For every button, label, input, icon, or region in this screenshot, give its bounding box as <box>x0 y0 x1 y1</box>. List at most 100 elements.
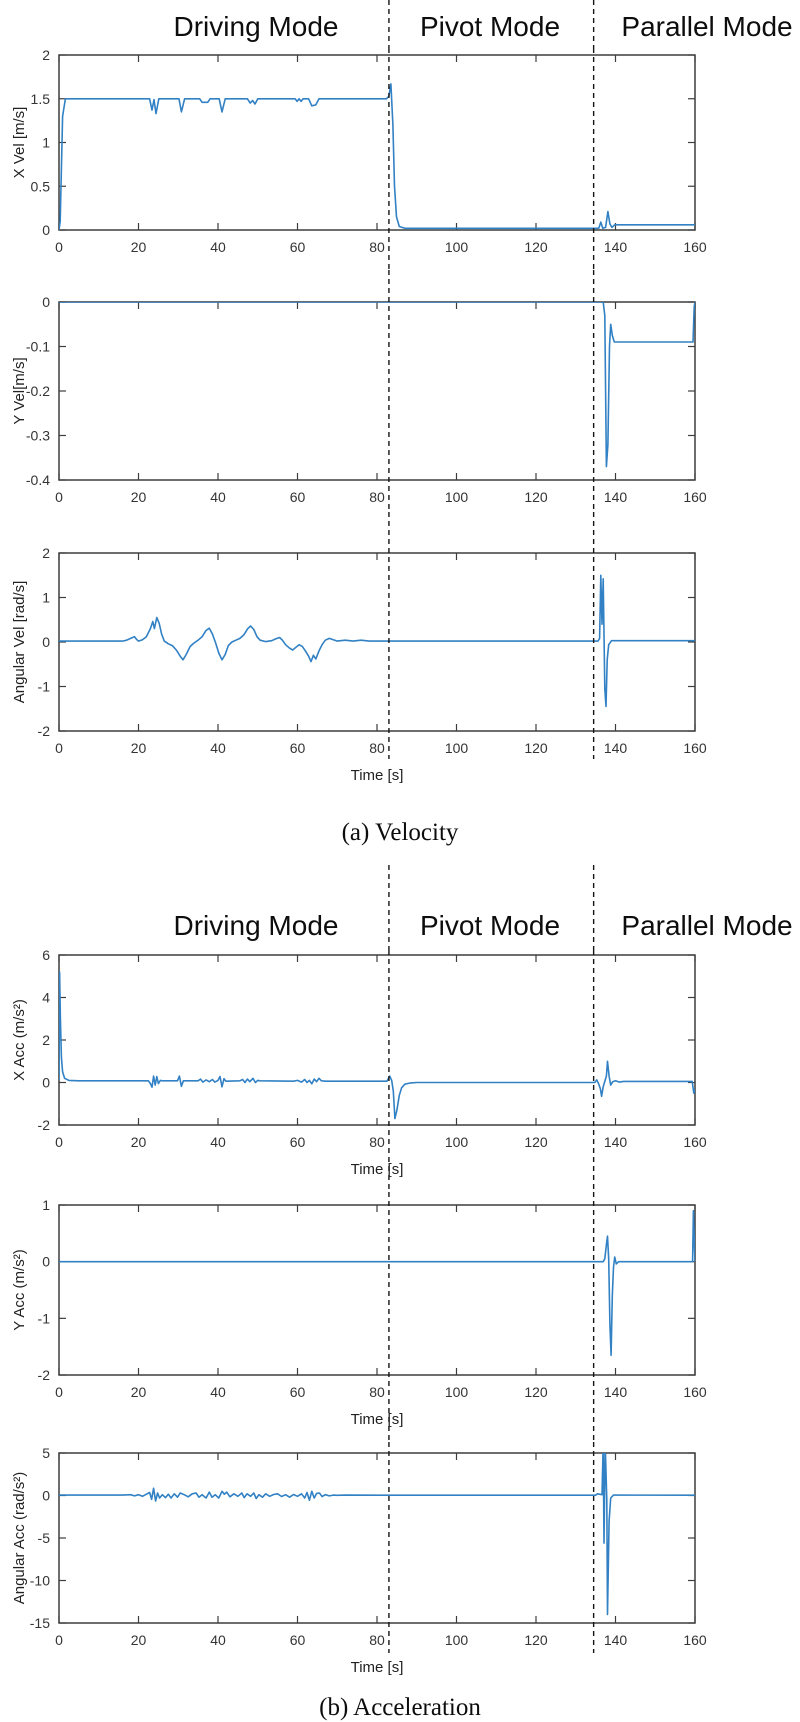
y-tick-label: 1 <box>42 590 50 606</box>
x-tick-label: 0 <box>55 1384 63 1400</box>
x-tick-label: 140 <box>604 1632 628 1648</box>
x-tick-label: 40 <box>210 239 226 255</box>
x-tick-label: 140 <box>604 489 628 505</box>
x-tick-label: 80 <box>369 740 385 756</box>
x-axis-label: Time [s] <box>351 1161 404 1178</box>
y-tick-label: 2 <box>42 1032 50 1048</box>
panel-x-vel: 0 20 40 60 80 100 120 140 160 0 0.5 1 1.5 2 X Vel [m/s… <box>0 48 800 270</box>
x-vel-chart: 0 20 40 60 80 100 120 140 160 0 0.5 1 1.5 2 X Vel [m/s… <box>11 48 707 270</box>
x-tick-label: 100 <box>445 1632 469 1648</box>
y-tick-label: 5 <box>42 1445 50 1461</box>
x-tick-label: 140 <box>604 1384 628 1400</box>
y-tick-label: -2 <box>38 1367 51 1383</box>
x-tick-label: 120 <box>524 239 548 255</box>
y-tick-label: -2 <box>38 1117 51 1133</box>
mode-label-parallel-mode: Parallel Mode <box>621 910 792 941</box>
x-tick-label: 60 <box>290 489 306 505</box>
series-y-velocity <box>59 302 695 468</box>
x-tick-label: 40 <box>210 489 226 505</box>
y-tick-label: 4 <box>42 990 50 1006</box>
figure-b-acceleration: Driving Mode Pivot Mode Parallel Mode 0 20 4… <box>0 865 800 1722</box>
x-tick-label: 0 <box>55 740 63 756</box>
x-tick-label: 160 <box>683 1384 707 1400</box>
x-tick-label: 60 <box>290 740 306 756</box>
y-tick-label: 1 <box>42 1197 50 1213</box>
mode-header-chart-a: Driving Mode Pivot Mode Parallel Mode <box>174 0 793 48</box>
x-axis-label: Time [s] <box>351 767 404 784</box>
y-tick-label: 1 <box>42 135 50 151</box>
x-tick-label: 40 <box>210 1632 226 1648</box>
x-tick-label: 40 <box>210 740 226 756</box>
mode-header-velocity: Driving Mode Pivot Mode Parallel Mode <box>0 0 800 48</box>
series-angular-acceleration <box>59 1453 695 1616</box>
x-tick-label: 80 <box>369 1632 385 1648</box>
x-tick-label: 20 <box>131 239 147 255</box>
panel-angular-acc: 0 20 40 60 80 100 120 140 160 -15 -10 -5 0 5 Angular A… <box>0 1442 800 1692</box>
y-tick-label: 0 <box>42 1254 50 1270</box>
x-tick-label: 60 <box>290 239 306 255</box>
caption-acceleration: (b) Acceleration <box>319 1694 481 1721</box>
y-tick-label: 6 <box>42 950 50 963</box>
x-tick-label: 0 <box>55 489 63 505</box>
y-tick-label: 2 <box>42 545 50 561</box>
plot-box <box>58 301 696 481</box>
y-tick-label: -1 <box>38 679 51 695</box>
y-tick-label: 0 <box>42 294 50 310</box>
x-tick-label: 100 <box>445 239 469 255</box>
x-tick-label: 80 <box>369 1134 385 1150</box>
x-tick-label: 160 <box>683 239 707 255</box>
x-tick-label: 60 <box>290 1632 306 1648</box>
angular-vel-chart: 0 20 40 60 80 100 120 140 160 -2 -1 0 1 2 Angular Vel … <box>11 512 707 784</box>
angular-acc-chart: 0 20 40 60 80 100 120 140 160 -15 -10 -5 0 5 Angular A… <box>11 1442 707 1676</box>
x-tick-label: 100 <box>445 740 469 756</box>
y-acc-chart: 0 20 40 60 80 100 120 140 160 -2 -1 0 1 Y Acc (m/s²) T… <box>11 1192 707 1442</box>
panel-y-acc: 0 20 40 60 80 100 120 140 160 -2 -1 0 1 Y Acc (m/s²) T… <box>0 1192 800 1442</box>
y-axis-label: Y Acc (m/s²) <box>11 1249 28 1330</box>
y-tick-label: -0.2 <box>26 383 50 399</box>
x-tick-label: 0 <box>55 1134 63 1150</box>
x-tick-label: 80 <box>369 489 385 505</box>
x-tick-label: 20 <box>131 1632 147 1648</box>
y-axis-label: Angular Vel [rad/s] <box>11 581 28 704</box>
x-tick-label: 80 <box>369 239 385 255</box>
x-tick-label: 0 <box>55 1632 63 1648</box>
plot-box <box>58 1452 696 1624</box>
x-tick-label: 140 <box>604 1134 628 1150</box>
y-axis-label: Y Vel[m/s] <box>11 357 28 424</box>
x-tick-label: 60 <box>290 1134 306 1150</box>
x-tick-label: 120 <box>524 740 548 756</box>
y-tick-label: -1 <box>38 1310 51 1326</box>
y-tick-label: -10 <box>30 1573 50 1589</box>
plot-box <box>58 954 696 1126</box>
y-tick-label: -0.4 <box>26 472 50 488</box>
series-x-velocity <box>59 83 695 230</box>
x-tick-label: 80 <box>369 1384 385 1400</box>
x-tick-label: 100 <box>445 1384 469 1400</box>
x-tick-label: 160 <box>683 489 707 505</box>
mode-label-driving-mode: Driving Mode <box>174 910 339 941</box>
x-tick-label: 120 <box>524 489 548 505</box>
x-tick-label: 40 <box>210 1134 226 1150</box>
plot-box <box>58 54 696 231</box>
x-tick-label: 20 <box>131 740 147 756</box>
plot-box <box>58 552 696 732</box>
mode-label-parallel-mode: Parallel Mode <box>621 11 792 42</box>
y-axis-label: X Vel [m/s] <box>11 107 28 179</box>
panel-x-acc: 0 20 40 60 80 100 120 140 160 -2 0 2 4 6 X Acc (m/s²) T… <box>0 950 800 1192</box>
y-tick-label: 1.5 <box>31 91 51 107</box>
x-axis-label: Time [s] <box>351 1659 404 1676</box>
caption-velocity: (a) Velocity <box>341 819 459 846</box>
mode-label-pivot-mode: Pivot Mode <box>420 11 560 42</box>
plot-box <box>58 1204 696 1376</box>
x-tick-label: 120 <box>524 1134 548 1150</box>
x-tick-label: 100 <box>445 1134 469 1150</box>
y-tick-label: 0 <box>42 634 50 650</box>
y-axis-label: X Acc (m/s²) <box>11 999 28 1081</box>
series-angular-velocity <box>59 574 695 708</box>
mode-label-pivot-mode: Pivot Mode <box>420 910 560 941</box>
y-tick-label: -15 <box>30 1615 50 1631</box>
panel-y-vel: 0 20 40 60 80 100 120 140 160 0 -0.1 -0.2 -0.3 -0.4 Y … <box>0 270 800 512</box>
x-tick-label: 60 <box>290 1384 306 1400</box>
x-tick-label: 160 <box>683 1632 707 1648</box>
